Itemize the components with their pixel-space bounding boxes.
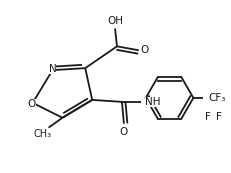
- Text: OH: OH: [106, 16, 122, 26]
- Text: O: O: [119, 127, 128, 137]
- Text: O: O: [27, 99, 36, 109]
- Text: O: O: [140, 45, 148, 55]
- Text: N: N: [49, 64, 56, 74]
- Text: F: F: [215, 112, 221, 122]
- Text: NH: NH: [144, 97, 160, 107]
- Text: F: F: [204, 112, 210, 122]
- Text: CF₃: CF₃: [207, 93, 225, 103]
- Text: CH₃: CH₃: [33, 129, 52, 139]
